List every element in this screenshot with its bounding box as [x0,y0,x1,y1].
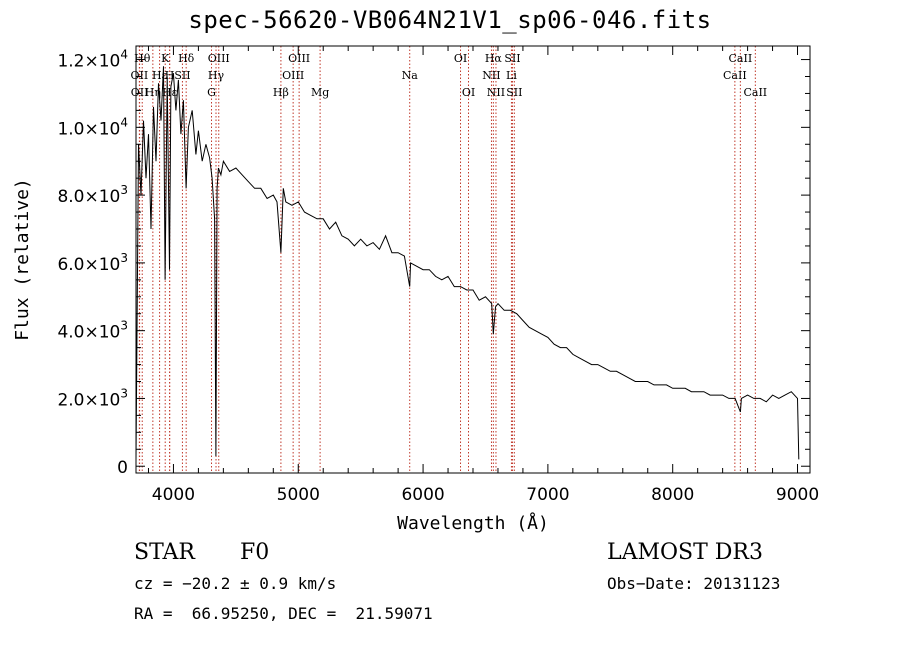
redshift-cz: cz = −20.2 ± 0.9 km/s [134,574,337,593]
line-label-25: SII [506,86,522,99]
y-tick-label-5: 1.0×104 [57,115,128,139]
line-label-28: CaII [743,86,767,99]
line-label-11: Hγ [208,69,225,82]
survey-name: LAMOST DR3 [607,540,763,565]
x-tick-label-5: 9000 [776,485,819,505]
y-tick-label-1: 2.0×103 [57,386,128,410]
x-tick-label-2: 6000 [401,485,444,505]
y-tick-label-6: 1.2×104 [57,48,128,72]
line-label-0: OII [131,69,149,82]
plot-frame [135,45,811,474]
x-tick-label-3: 7000 [526,485,569,505]
coordinates: RA = 66.95250, DEC = 21.59071 [134,604,433,623]
line-label-16: Mg [311,86,329,99]
chart-title: spec-56620-VB064N21V1_sp06-046.fits [188,6,712,34]
line-label-26: CaII [729,52,753,65]
emission-line-markers [138,46,756,473]
line-label-10: OIII [208,52,230,65]
line-label-18: OI [454,52,467,65]
line-label-17: Na [402,69,419,82]
line-label-13: Hβ [273,86,289,99]
line-label-2: Hθ [134,52,151,65]
x-tick-label-1: 5000 [277,485,320,505]
line-label-6: H [165,69,175,82]
x-tick-label-4: 8000 [651,485,694,505]
line-label-14: OIII [288,52,310,65]
line-label-22: NII [487,86,505,99]
line-label-19: OI [462,86,475,99]
x-axis-ticks: 4000 5000 6000 7000 8000 9000 [147,46,819,505]
line-label-1: OII [131,86,149,99]
object-class: STAR [134,540,195,565]
line-label-20: Hα [485,52,503,65]
line-label-3: Hη [145,86,161,99]
line-label-8: Hδ [178,52,195,65]
y-tick-label-3: 6.0×103 [57,251,128,275]
x-tick-label-0: 4000 [152,485,195,505]
line-label-21: NII [482,69,500,82]
y-axis-ticks: 0 2.0×103 4.0×103 6.0×103 8.0×103 1.0×104 1.2×… [57,48,810,478]
y-tick-label-4: 8.0×103 [57,183,128,207]
line-label-7: Hε [162,86,178,99]
line-label-24: Li [506,69,517,82]
flux-series-line [135,66,800,460]
line-label-9: SII [174,69,190,82]
y-tick-label-2: 4.0×103 [57,319,128,343]
obs-date: Obs−Date: 20131123 [607,574,781,593]
line-label-12: G [207,86,216,99]
line-label-15: OIII [282,69,304,82]
line-label-27: CaII [723,69,747,82]
line-label-5: K [161,52,170,65]
line-label-4: Hε [152,69,168,82]
y-axis-label: Flux (relative) [12,178,33,341]
line-label-23: SII [504,52,520,65]
x-axis-label: Wavelength (Å) [397,512,549,534]
y-tick-label-0: 0 [117,458,128,478]
object-subclass: F0 [240,540,270,565]
